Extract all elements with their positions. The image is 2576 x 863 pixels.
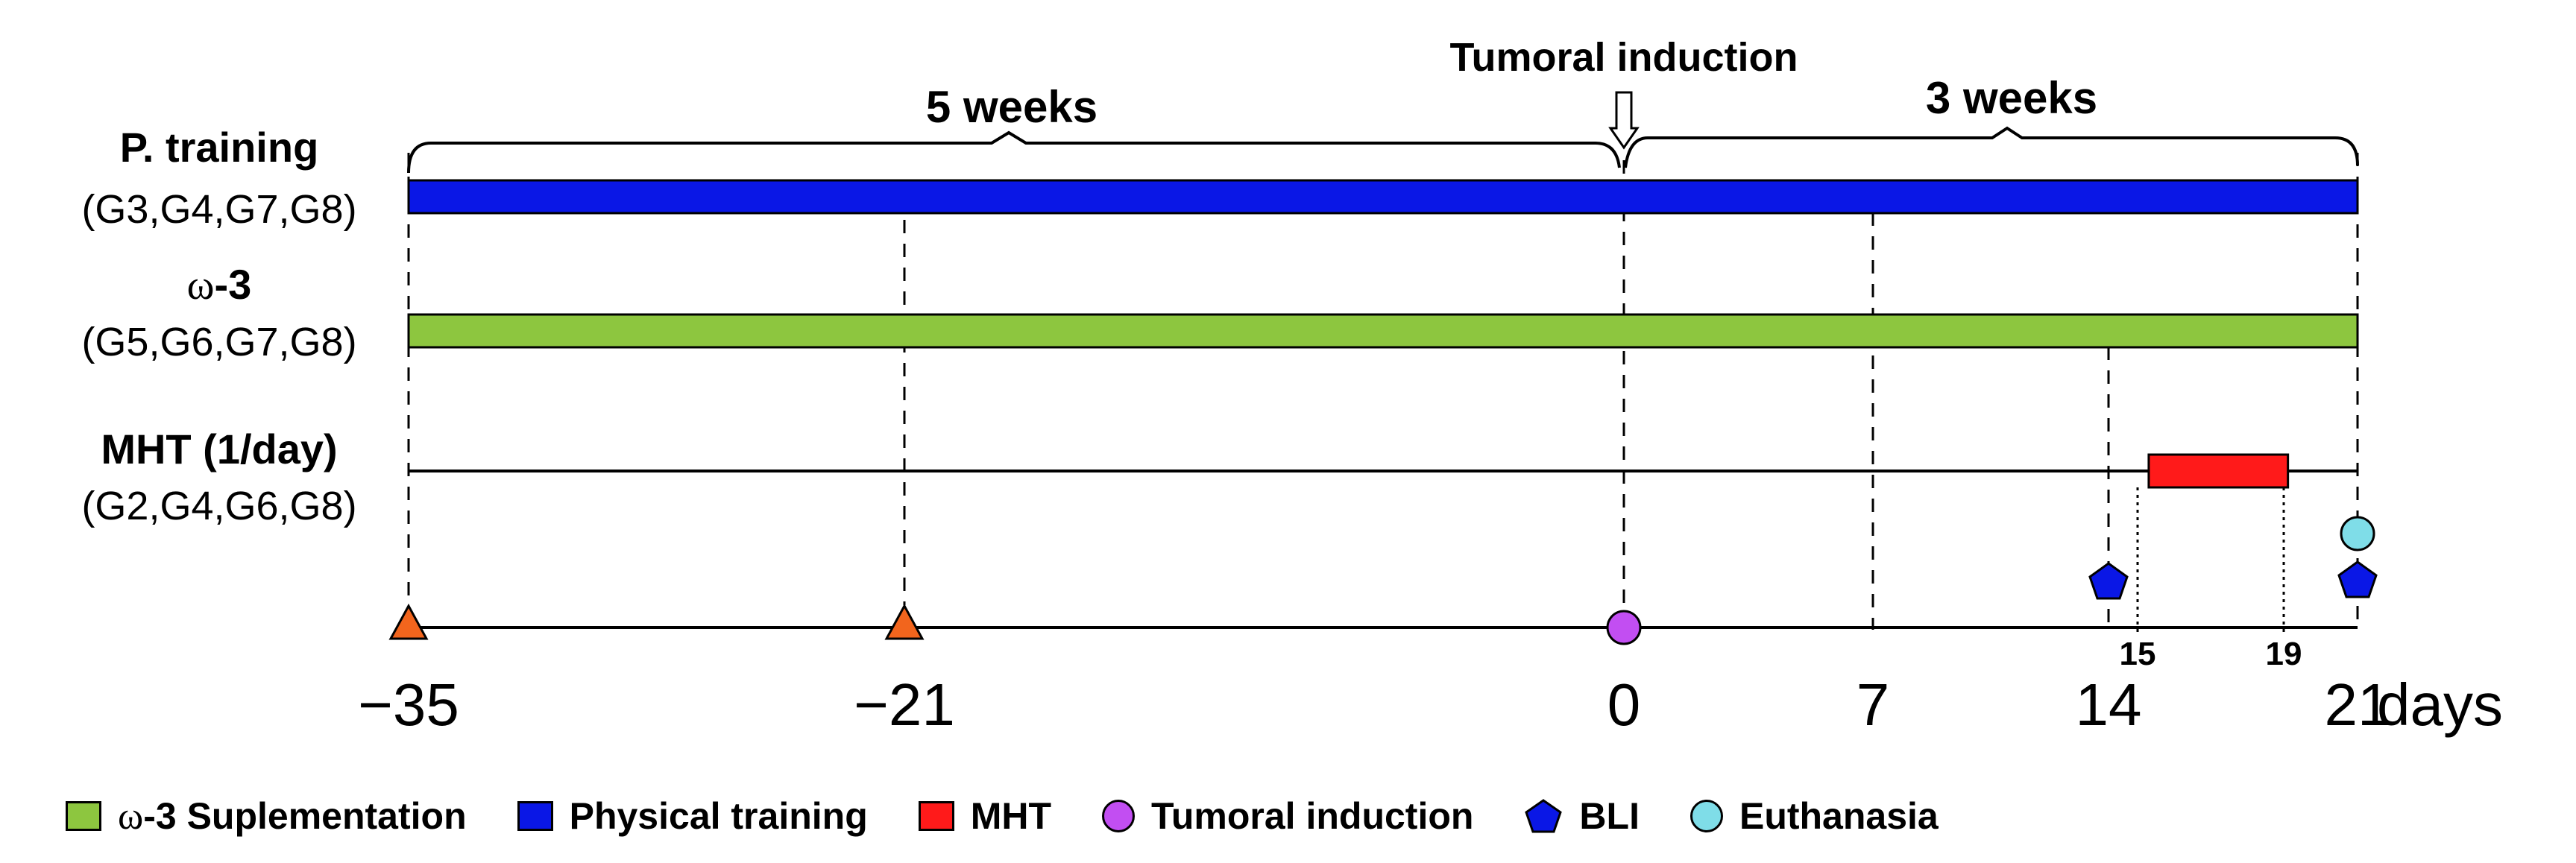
legend-label-bli: BLI bbox=[1579, 795, 1640, 837]
mht-end-tick-label: 19 bbox=[2265, 636, 2302, 672]
bli-marker bbox=[2088, 562, 2129, 600]
legend-label-mht: MHT bbox=[970, 795, 1052, 837]
mht-start-tick-label: 15 bbox=[2119, 636, 2156, 672]
brace-5-weeks bbox=[407, 130, 1621, 174]
mht-group-members: (G2,G4,G6,G8) bbox=[81, 484, 357, 528]
training-group-members: (G3,G4,G7,G8) bbox=[81, 187, 357, 232]
euthanasia-circle-icon bbox=[1689, 800, 1723, 832]
omega3-group-members: (G5,G6,G7,G8) bbox=[81, 320, 357, 364]
legend-label-induction: Tumoral induction bbox=[1151, 795, 1474, 837]
tumoral-induction-marker bbox=[1606, 610, 1642, 645]
brace-3-weeks bbox=[1624, 126, 2359, 168]
tick-label-day-minus35: −35 bbox=[358, 671, 459, 738]
span-label-3-weeks: 3 weeks bbox=[1925, 73, 2098, 123]
induction-circle-icon bbox=[1102, 800, 1136, 832]
legend-item-training: Physical training bbox=[517, 794, 868, 838]
omega3-group-title: ω-3 bbox=[25, 261, 413, 309]
tick-label-day-7: 7 bbox=[1856, 671, 1890, 738]
mht-bar bbox=[2147, 453, 2290, 489]
tick-label-day-21: 21 bbox=[2324, 671, 2391, 738]
euthanasia-marker bbox=[2340, 516, 2375, 551]
tumoral-induction-label: Tumoral induction bbox=[1449, 35, 1798, 80]
mht-swatch bbox=[918, 801, 954, 831]
mht-group-title: MHT (1/day) bbox=[101, 426, 338, 472]
omega3-swatch bbox=[66, 801, 101, 831]
legend-omega3-text: -3 Suplementation bbox=[143, 794, 467, 837]
omega3-bar bbox=[407, 313, 2359, 349]
legend-item-bli: BLI bbox=[1524, 794, 1640, 838]
span-label-5-weeks: 5 weeks bbox=[925, 82, 1098, 132]
tick-label-day-0: 0 bbox=[1607, 671, 1641, 738]
bli-marker bbox=[2337, 560, 2378, 598]
training-group-title: P. training bbox=[119, 124, 319, 171]
legend: ω-3 Suplementation Physical training MHT… bbox=[66, 790, 1989, 842]
triangle-marker bbox=[884, 603, 925, 640]
legend-label-omega3: ω-3 Suplementation bbox=[118, 794, 467, 838]
omega3-title-suffix: -3 bbox=[214, 261, 252, 308]
legend-item-euthanasia: Euthanasia bbox=[1689, 794, 1939, 838]
tick-label-day-minus21: −21 bbox=[854, 671, 955, 738]
legend-omega-symbol: ω bbox=[118, 794, 144, 838]
legend-label-training: Physical training bbox=[569, 795, 868, 837]
omega-symbol: ω bbox=[186, 262, 215, 309]
legend-item-mht: MHT bbox=[918, 794, 1052, 838]
bli-pentagon-icon bbox=[1525, 799, 1563, 833]
training-bar bbox=[407, 179, 2359, 215]
legend-item-omega3: ω-3 Suplementation bbox=[66, 794, 467, 838]
induction-arrow-icon bbox=[1608, 91, 1640, 150]
training-swatch bbox=[517, 801, 553, 831]
legend-item-induction: Tumoral induction bbox=[1102, 794, 1473, 838]
axis-unit-label: days bbox=[2377, 671, 2503, 738]
tick-label-day-14: 14 bbox=[2075, 671, 2142, 738]
legend-label-euthanasia: Euthanasia bbox=[1739, 795, 1939, 837]
triangle-marker bbox=[388, 603, 429, 640]
